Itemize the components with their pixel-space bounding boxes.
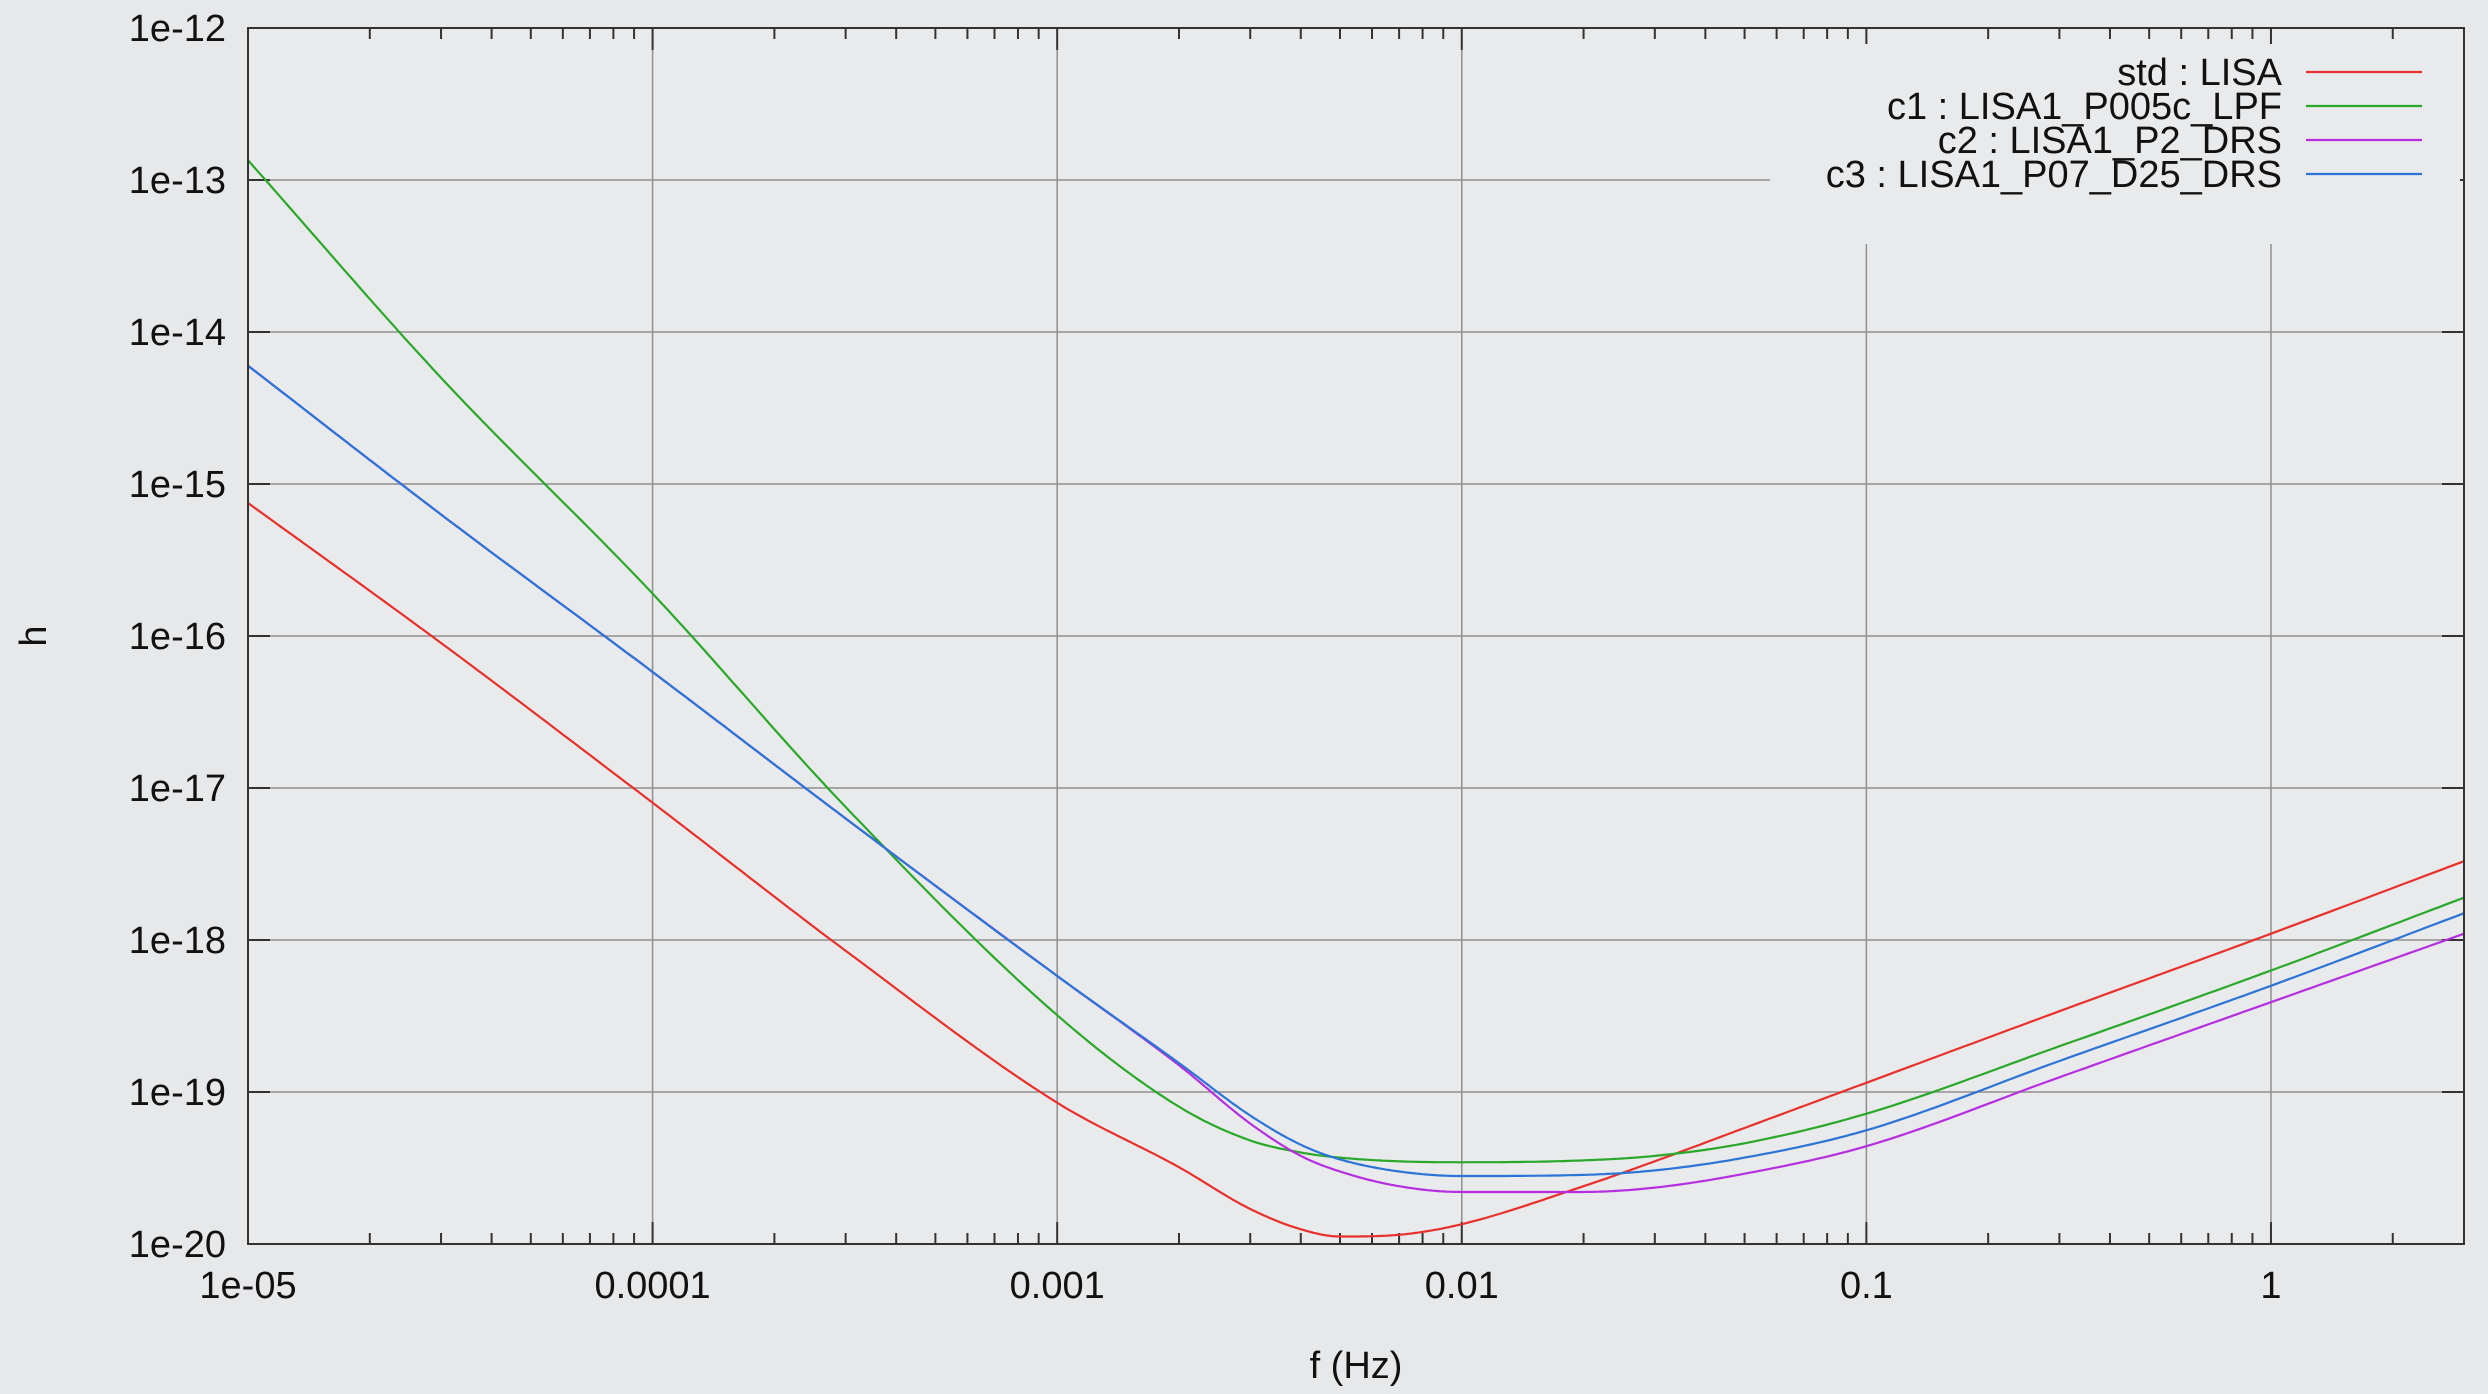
x-tick-label: 0.001	[1010, 1265, 1105, 1307]
x-axis-title: f (Hz)	[1310, 1345, 1403, 1387]
series-line-std-lisa	[247, 502, 2465, 1238]
y-tick-label: 1e-20	[129, 1224, 226, 1266]
legend-label: c2 : LISA1_P2_DRS	[1938, 120, 2282, 162]
plot-frame	[247, 27, 2465, 1245]
legend-label: std : LISA	[2117, 52, 2282, 94]
y-tick-label: 1e-16	[129, 616, 226, 658]
legend-background	[1770, 44, 2460, 244]
legend-label: c1 : LISA1_P005c_LPF	[1887, 86, 2282, 128]
series-line-c1-lisa1-p005c-lpf	[247, 159, 2465, 1164]
y-tick-label: 1e-14	[129, 312, 226, 354]
x-tick-label: 1	[2260, 1265, 2281, 1307]
y-tick-label: 1e-13	[129, 160, 226, 202]
x-tick-label: 0.0001	[594, 1265, 710, 1307]
x-tick-label: 0.01	[1425, 1265, 1499, 1307]
x-tick-label: 1e-05	[199, 1265, 296, 1307]
grid	[248, 28, 2464, 1244]
y-tick-label: 1e-17	[129, 768, 226, 810]
ticks	[247, 27, 2464, 1245]
x-tick-label: 0.1	[1840, 1265, 1893, 1307]
y-tick-label: 1e-19	[129, 1072, 226, 1114]
y-tick-label: 1e-15	[129, 464, 226, 506]
y-tick-label: 1e-12	[129, 8, 226, 50]
y-axis-title: h	[13, 625, 55, 646]
legend-label: c3 : LISA1_P07_D25_DRS	[1826, 154, 2282, 196]
series-line-c3-lisa1-p07-d25-drs	[247, 364, 2465, 1178]
y-tick-label: 1e-18	[129, 920, 226, 962]
series-group	[247, 159, 2465, 1238]
tick-labels: 1e-20 1e-19 1e-18 1e-17 1e-16 1e-15 1e-14 1e-13…	[129, 8, 2282, 1307]
